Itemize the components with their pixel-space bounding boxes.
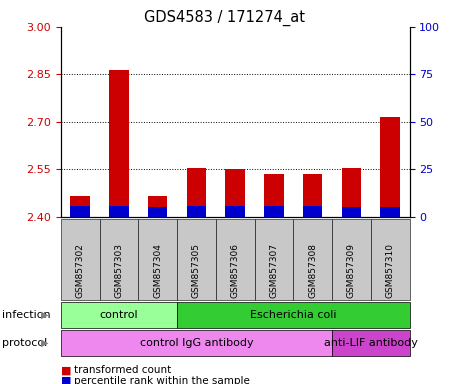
Text: GSM857308: GSM857308 bbox=[308, 243, 317, 298]
Bar bbox=[148, 207, 167, 217]
Text: ■: ■ bbox=[61, 365, 71, 375]
Text: GSM857309: GSM857309 bbox=[347, 243, 356, 298]
Bar bbox=[109, 70, 129, 217]
Bar bbox=[380, 207, 400, 217]
Text: ■: ■ bbox=[61, 376, 71, 384]
Text: protocol: protocol bbox=[2, 338, 48, 348]
Text: infection: infection bbox=[2, 310, 51, 320]
Bar bbox=[342, 168, 361, 217]
Bar bbox=[109, 205, 129, 217]
Text: GSM857307: GSM857307 bbox=[270, 243, 279, 298]
Bar bbox=[187, 168, 206, 217]
Text: control IgG antibody: control IgG antibody bbox=[140, 338, 253, 348]
Text: GSM857306: GSM857306 bbox=[230, 243, 239, 298]
Text: ▶: ▶ bbox=[41, 310, 49, 320]
Text: Escherichia coli: Escherichia coli bbox=[250, 310, 337, 320]
Bar bbox=[225, 205, 245, 217]
Bar bbox=[264, 174, 284, 217]
Text: GSM857304: GSM857304 bbox=[153, 243, 162, 298]
Text: GSM857310: GSM857310 bbox=[386, 243, 395, 298]
Bar bbox=[71, 205, 90, 217]
Text: transformed count: transformed count bbox=[74, 365, 171, 375]
Bar bbox=[71, 196, 90, 217]
Bar bbox=[148, 196, 167, 217]
Bar bbox=[380, 117, 400, 217]
Bar bbox=[342, 207, 361, 217]
Text: control: control bbox=[99, 310, 138, 320]
Text: anti-LIF antibody: anti-LIF antibody bbox=[324, 338, 418, 348]
Bar bbox=[303, 174, 322, 217]
Bar bbox=[303, 205, 322, 217]
Text: percentile rank within the sample: percentile rank within the sample bbox=[74, 376, 250, 384]
Text: GSM857303: GSM857303 bbox=[114, 243, 123, 298]
Bar bbox=[225, 169, 245, 217]
Bar bbox=[264, 205, 284, 217]
Text: ▶: ▶ bbox=[41, 338, 49, 348]
Text: GDS4583 / 171274_at: GDS4583 / 171274_at bbox=[144, 10, 306, 26]
Bar bbox=[187, 205, 206, 217]
Text: GSM857305: GSM857305 bbox=[192, 243, 201, 298]
Text: GSM857302: GSM857302 bbox=[76, 243, 85, 298]
